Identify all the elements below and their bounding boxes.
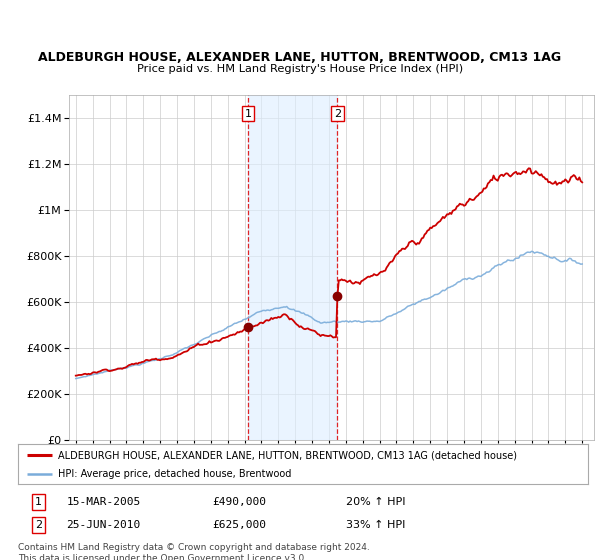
Text: £625,000: £625,000 xyxy=(212,520,266,530)
Text: 1: 1 xyxy=(245,109,251,119)
Text: 1: 1 xyxy=(35,497,42,507)
Text: £490,000: £490,000 xyxy=(212,497,266,507)
Text: Price paid vs. HM Land Registry's House Price Index (HPI): Price paid vs. HM Land Registry's House … xyxy=(137,64,463,74)
Text: ALDEBURGH HOUSE, ALEXANDER LANE, HUTTON, BRENTWOOD, CM13 1AG (detached house): ALDEBURGH HOUSE, ALEXANDER LANE, HUTTON,… xyxy=(58,450,517,460)
Text: 33% ↑ HPI: 33% ↑ HPI xyxy=(346,520,405,530)
Text: 2: 2 xyxy=(35,520,42,530)
Text: 15-MAR-2005: 15-MAR-2005 xyxy=(67,497,140,507)
Text: HPI: Average price, detached house, Brentwood: HPI: Average price, detached house, Bren… xyxy=(58,469,291,479)
Text: 2: 2 xyxy=(334,109,341,119)
Text: ALDEBURGH HOUSE, ALEXANDER LANE, HUTTON, BRENTWOOD, CM13 1AG: ALDEBURGH HOUSE, ALEXANDER LANE, HUTTON,… xyxy=(38,50,562,64)
Text: 25-JUN-2010: 25-JUN-2010 xyxy=(67,520,140,530)
Text: Contains HM Land Registry data © Crown copyright and database right 2024.
This d: Contains HM Land Registry data © Crown c… xyxy=(18,543,370,560)
Bar xyxy=(248,95,337,440)
Text: 20% ↑ HPI: 20% ↑ HPI xyxy=(346,497,405,507)
